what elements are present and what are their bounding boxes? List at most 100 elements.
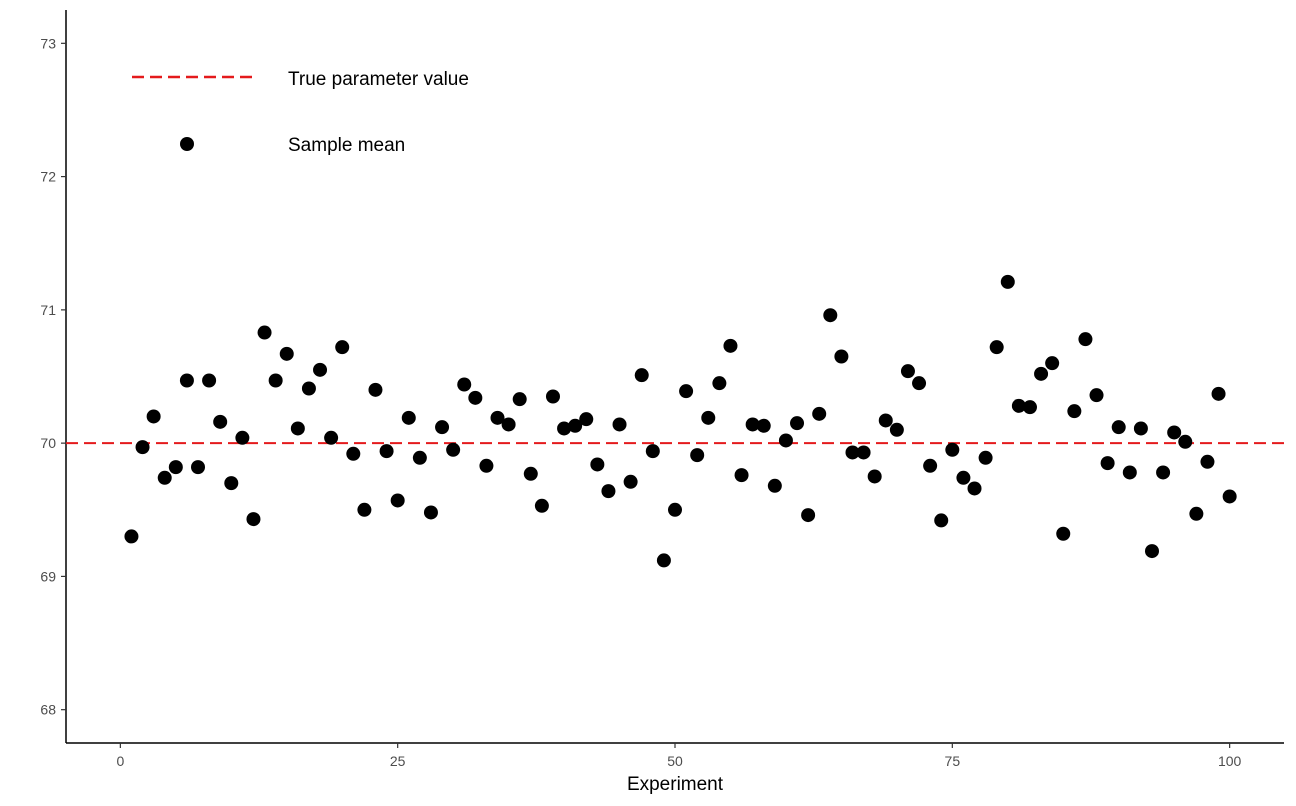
data-point — [1011, 398, 1026, 413]
data-point — [501, 417, 516, 432]
y-ticks: 68 69 70 71 72 73 — [40, 35, 66, 718]
legend-label-sample-mean: Sample mean — [288, 135, 405, 156]
data-point — [790, 416, 805, 431]
data-point — [1100, 456, 1115, 471]
data-point — [612, 417, 627, 432]
legend: True parameter value Sample mean — [132, 69, 469, 156]
data-point — [656, 553, 671, 568]
data-point — [912, 376, 927, 391]
y-tick-label: 71 — [40, 302, 56, 318]
data-point — [435, 420, 450, 435]
data-point — [934, 513, 949, 528]
data-point — [590, 457, 605, 472]
data-point — [1067, 404, 1082, 419]
data-point — [335, 340, 350, 355]
data-point — [1078, 332, 1093, 347]
data-point — [623, 474, 638, 489]
y-tick-label: 69 — [40, 568, 56, 584]
data-point — [1034, 366, 1049, 381]
data-point — [235, 430, 250, 445]
y-tick-label: 72 — [40, 169, 56, 185]
data-point — [1000, 274, 1015, 289]
data-point — [1189, 506, 1204, 521]
data-point — [346, 446, 361, 461]
data-point — [135, 440, 150, 455]
data-point — [745, 417, 760, 432]
y-tick-label: 73 — [40, 35, 56, 51]
data-point — [967, 481, 982, 496]
data-point — [601, 484, 616, 499]
data-point — [290, 421, 305, 436]
data-point — [867, 469, 882, 484]
x-tick-label: 0 — [116, 753, 124, 769]
data-point — [246, 512, 261, 527]
data-point — [446, 442, 461, 457]
data-point — [379, 444, 394, 459]
data-point — [179, 373, 194, 388]
data-point — [545, 389, 560, 404]
legend-label-true-parameter: True parameter value — [288, 69, 469, 90]
data-point — [191, 460, 206, 475]
x-ticks: 0 25 50 75 100 — [116, 743, 1242, 769]
data-point — [734, 468, 749, 483]
x-tick-label: 50 — [667, 753, 683, 769]
x-tick-label: 25 — [390, 753, 406, 769]
data-point — [468, 390, 483, 405]
legend-point-key — [180, 137, 194, 151]
data-point — [812, 406, 827, 421]
data-point — [146, 409, 161, 424]
data-point — [978, 450, 993, 465]
data-point — [157, 470, 172, 485]
data-point — [834, 349, 849, 364]
data-point — [324, 430, 339, 445]
data-point — [579, 412, 594, 427]
data-point — [457, 377, 472, 392]
data-point — [668, 502, 682, 517]
data-point — [801, 508, 816, 523]
data-point — [756, 418, 771, 433]
data-point — [1122, 465, 1137, 480]
data-point — [723, 338, 738, 353]
data-point — [1211, 386, 1226, 401]
data-point — [557, 421, 572, 436]
data-point — [124, 529, 139, 544]
data-point — [523, 466, 538, 481]
data-point — [1222, 489, 1237, 504]
data-point — [1167, 425, 1182, 440]
data-point — [401, 410, 416, 425]
data-point — [856, 445, 871, 460]
data-point — [900, 364, 915, 379]
data-point — [168, 460, 183, 475]
axes: 68 69 70 71 72 73 0 25 50 75 100 — [40, 10, 1284, 769]
data-point — [778, 433, 793, 448]
data-point — [568, 418, 583, 433]
data-point — [301, 381, 316, 396]
data-point — [279, 346, 294, 361]
y-tick-label: 70 — [40, 435, 56, 451]
data-point — [490, 410, 505, 425]
data-point — [512, 392, 527, 407]
data-point — [1045, 356, 1060, 371]
data-point — [357, 502, 372, 517]
data-point — [634, 368, 649, 383]
x-tick-label: 100 — [1218, 753, 1242, 769]
data-point — [945, 442, 960, 457]
data-point — [1089, 388, 1104, 403]
data-point — [1056, 526, 1071, 541]
data-point — [213, 414, 228, 429]
data-point — [390, 493, 405, 508]
data-point — [690, 448, 705, 463]
data-point — [1111, 420, 1126, 435]
data-point — [823, 308, 838, 323]
data-point — [767, 478, 782, 493]
data-point — [1133, 421, 1148, 436]
data-point — [923, 458, 938, 473]
data-point — [956, 470, 971, 485]
data-point — [224, 476, 239, 491]
data-point — [645, 444, 660, 459]
data-point — [313, 362, 328, 377]
data-point — [202, 373, 217, 388]
x-axis-title: Experiment — [627, 774, 724, 795]
data-point — [889, 422, 904, 437]
